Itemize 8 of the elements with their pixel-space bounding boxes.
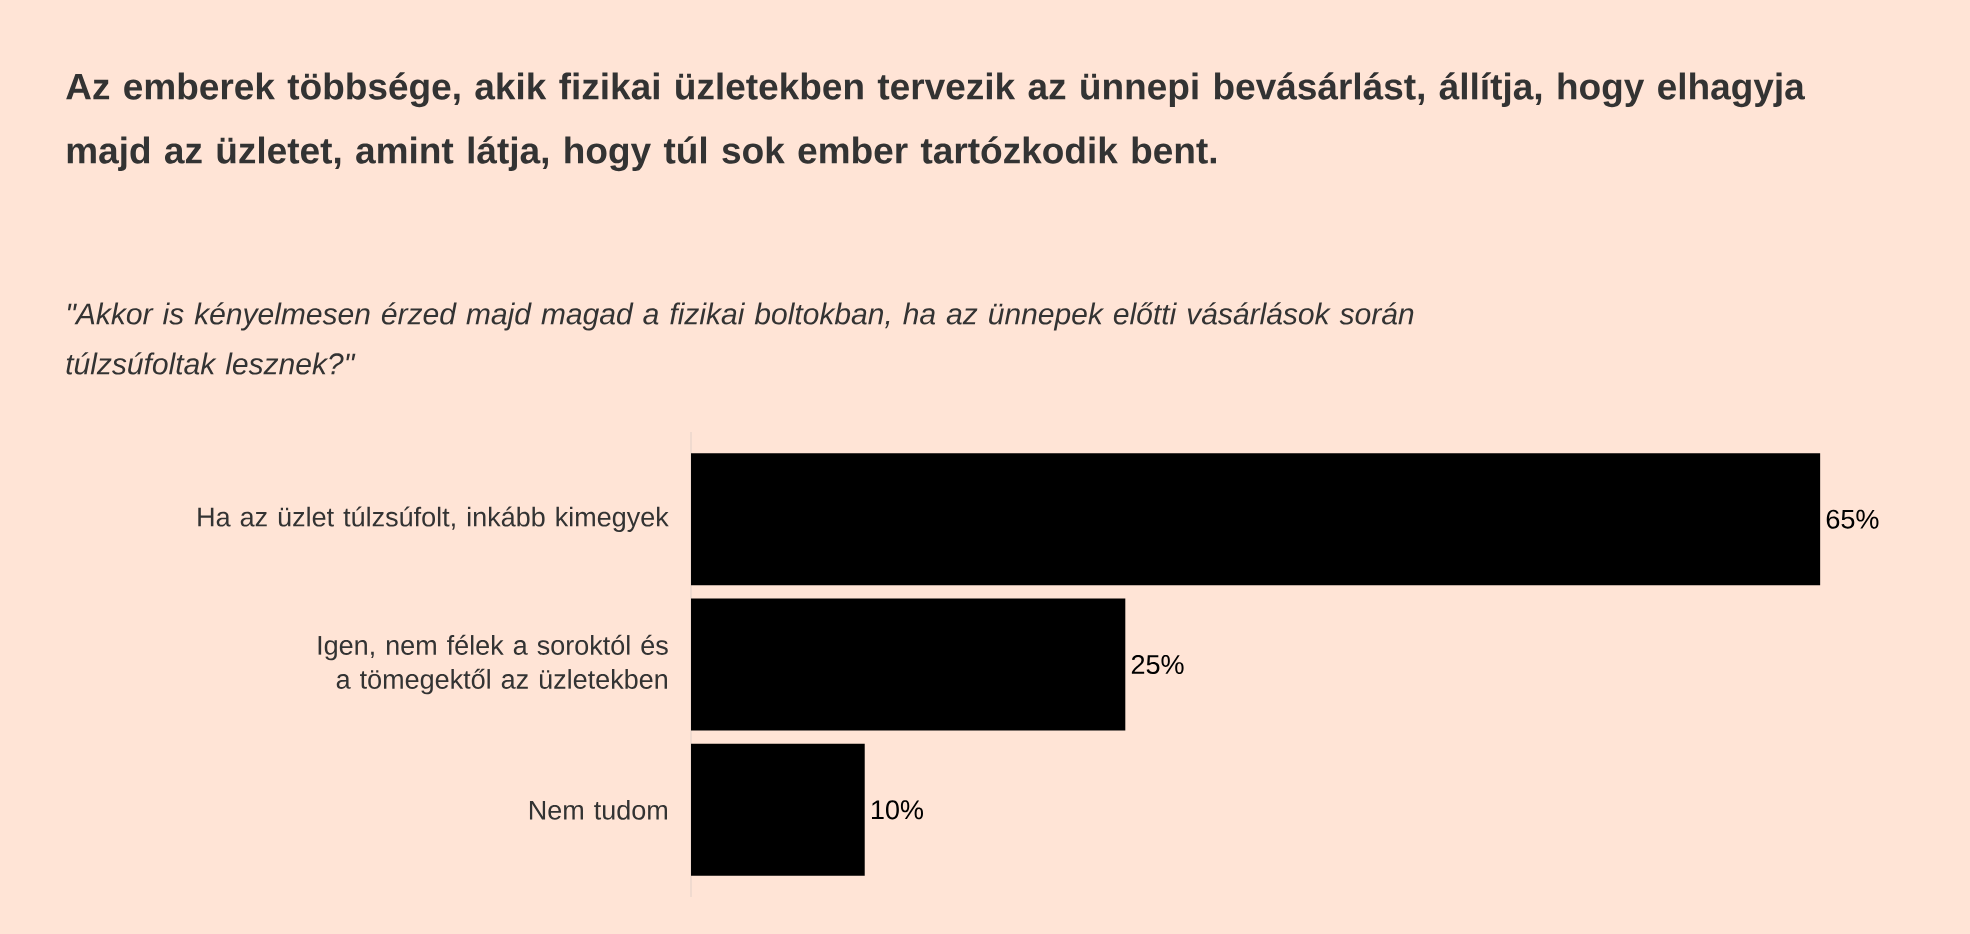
chart-title: Az emberek többsége, akik fizikai üzletekben tervezik az ünnepi bevásárlást, állítja, hogy elhagyja majd az üzletet, amint látja, hogy túl sok ember tartózkodik bent. (66, 72, 1805, 172)
y-tick-label: Nem tudom (529, 799, 667, 820)
y-tick-label: Igen, nem félek a soroktól és a tömegektől az üzletekben (318, 634, 668, 695)
chart-subtitle: "Akkor is kényelmesen érzed majd magad a fizikai boltokban, ha az ünnepek előtti vásárlások során túlzsúfoltak lesznek?" (66, 302, 1414, 375)
data-label: 10% (871, 800, 923, 820)
y-tick-label: Ha az üzlet túlzsúfolt, inkább kimegyek (198, 506, 669, 532)
data-label: 65% (1826, 509, 1879, 529)
data-label: 25% (1131, 654, 1184, 675)
